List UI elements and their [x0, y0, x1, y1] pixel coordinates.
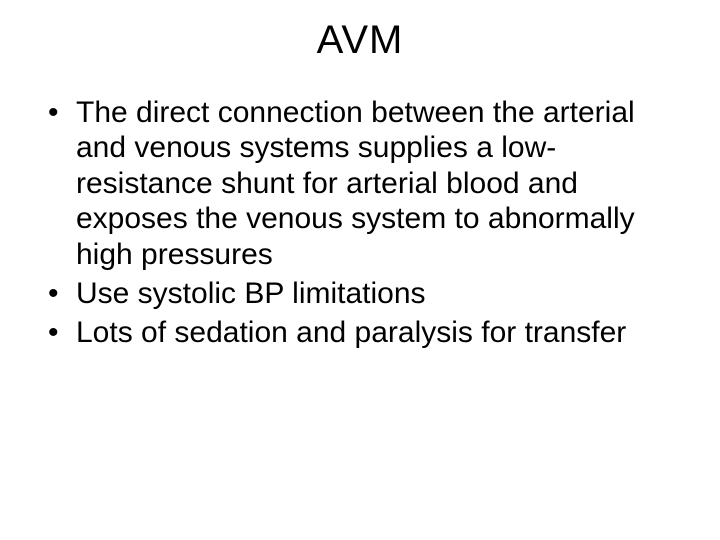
list-item: Lots of sedation and paralysis for trans…	[40, 315, 680, 350]
list-item: The direct connection between the arteri…	[40, 95, 680, 272]
bullet-text: Lots of sedation and paralysis for trans…	[76, 316, 626, 349]
bullet-list: The direct connection between the arteri…	[40, 95, 680, 351]
slide: AVM The direct connection between the ar…	[0, 0, 720, 540]
bullet-text: Use systolic BP limitations	[76, 277, 426, 310]
slide-body: The direct connection between the arteri…	[0, 63, 720, 351]
slide-title: AVM	[0, 0, 720, 63]
bullet-text: The direct connection between the arteri…	[76, 96, 635, 271]
list-item: Use systolic BP limitations	[40, 276, 680, 311]
